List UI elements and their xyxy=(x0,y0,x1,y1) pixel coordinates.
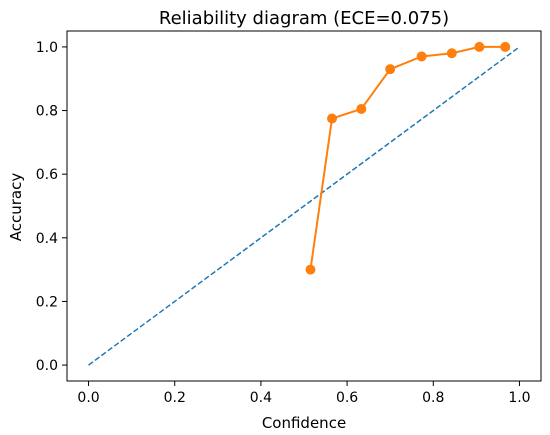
y-tick-label: 0.8 xyxy=(36,104,58,120)
y-tick-label: 0.0 xyxy=(36,358,58,374)
series-1-point xyxy=(416,51,427,62)
y-axis-label: Accuracy xyxy=(7,173,25,242)
series-1-point xyxy=(500,41,511,52)
series-1-point xyxy=(446,48,457,59)
series-1-point xyxy=(327,113,338,124)
chart-title: Reliability diagram (ECE=0.075) xyxy=(159,8,449,29)
x-axis-label: Confidence xyxy=(262,414,346,432)
axes: 0.0 0.2 0.4 0.6 0.8 1.0 0.0 0.2 0.4 0.6 0.8 1.0 xyxy=(36,30,542,406)
x-tick-label: 0.4 xyxy=(250,390,272,406)
series-1-point xyxy=(474,41,485,52)
x-tick-label: 0.6 xyxy=(336,390,358,406)
y-tick-label: 1.0 xyxy=(36,40,58,56)
x-tick-label: 1.0 xyxy=(508,390,530,406)
y-tick-label: 0.4 xyxy=(36,231,58,247)
series-1-point xyxy=(305,264,316,275)
series-1-point xyxy=(385,64,396,75)
series-1-line xyxy=(309,45,506,270)
series-0-line xyxy=(88,46,520,366)
series-1-point xyxy=(356,103,367,114)
x-tick-label: 0.8 xyxy=(422,390,444,406)
plot-area xyxy=(88,41,520,366)
x-tick-label: 0.0 xyxy=(77,390,99,406)
y-tick-label: 0.6 xyxy=(36,167,58,183)
plot-frame xyxy=(66,30,542,382)
x-tick-label: 0.2 xyxy=(164,390,186,406)
y-tick-label: 0.2 xyxy=(36,294,58,310)
